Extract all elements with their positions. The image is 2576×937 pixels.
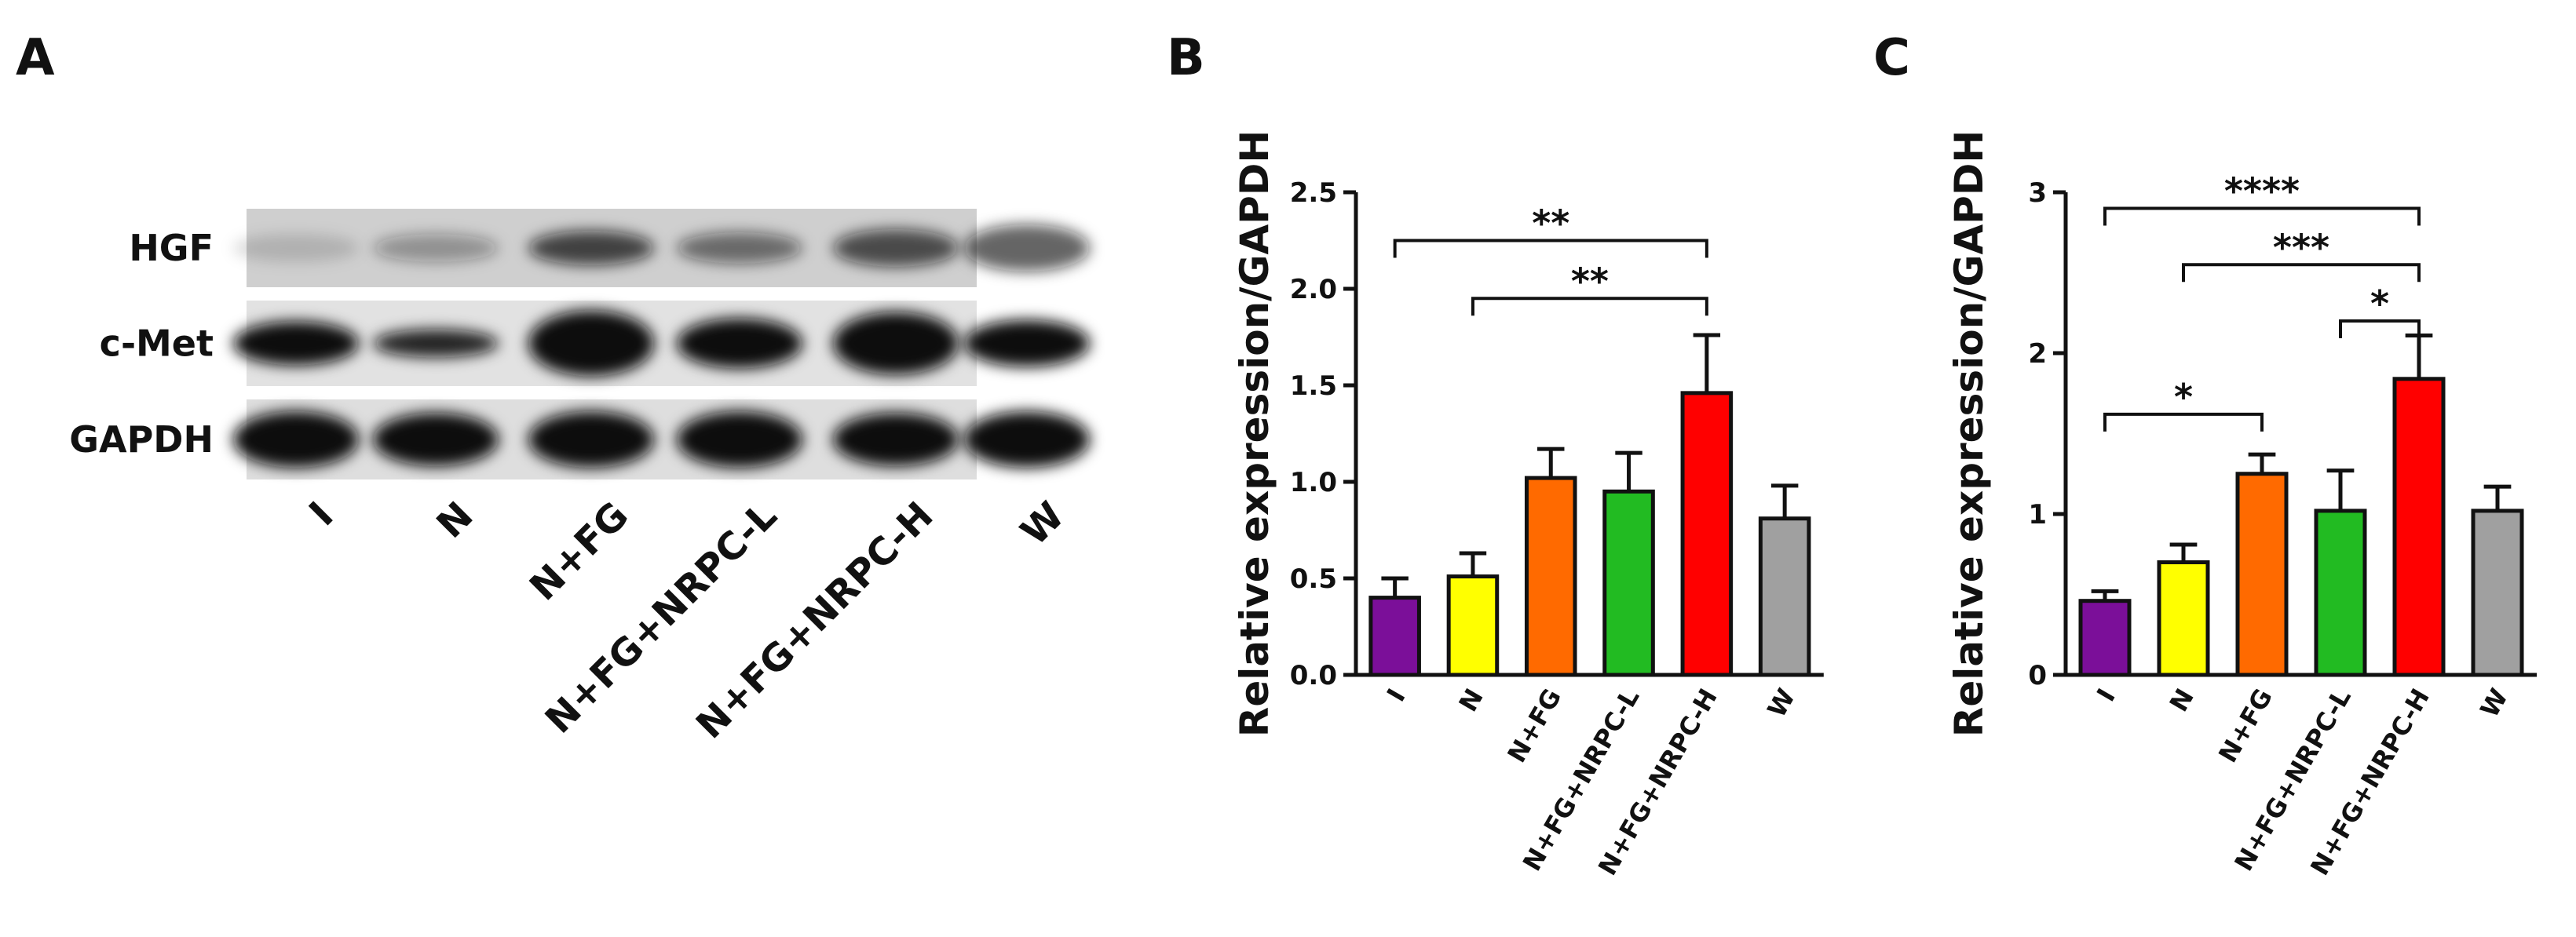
y-tick-label: 2.5 xyxy=(1290,177,1337,209)
panel-label: C xyxy=(1873,29,1910,87)
significance-label: * xyxy=(2370,283,2389,325)
bar xyxy=(1524,476,1577,677)
bar xyxy=(2392,377,2446,677)
bar xyxy=(2078,599,2132,677)
y-tick-label: 0.0 xyxy=(1290,660,1337,691)
y-tick-label: 2.0 xyxy=(1290,274,1337,305)
blot-band xyxy=(677,411,802,468)
blot-band xyxy=(528,231,654,265)
y-tick-label: 0 xyxy=(2028,660,2047,691)
y-tick-label: 2 xyxy=(2028,338,2047,370)
blot-band xyxy=(833,229,959,267)
y-tick-label: 0.5 xyxy=(1290,563,1337,595)
significance-label: **** xyxy=(2224,170,2300,213)
blot-row-label: GAPDH xyxy=(69,418,214,461)
blot-row-label: HGF xyxy=(129,227,214,269)
bar xyxy=(1368,596,1421,677)
blot-band xyxy=(677,232,802,264)
bar xyxy=(1446,574,1500,677)
x-tick-label: N xyxy=(2164,684,2200,716)
y-tick-label: 1.5 xyxy=(1290,370,1337,402)
blot-band xyxy=(233,321,359,366)
blot-lane-label: N xyxy=(428,494,481,547)
blot-band xyxy=(233,411,359,468)
bar xyxy=(1680,391,1734,677)
blot-band xyxy=(233,234,359,262)
y-axis-title: Relative expression/GAPDH xyxy=(1946,130,1992,737)
blot-band xyxy=(964,319,1090,367)
y-tick-label: 1 xyxy=(2028,499,2047,530)
blot-row-label: c-Met xyxy=(100,323,214,365)
blot-band xyxy=(528,310,654,377)
x-tick-label: W xyxy=(2474,684,2514,723)
x-tick-label: I xyxy=(2091,684,2121,706)
panel-label: A xyxy=(16,29,55,87)
blot-lane-label: I xyxy=(301,494,342,534)
y-tick-label: 3 xyxy=(2028,177,2047,209)
bar xyxy=(2235,472,2289,677)
x-tick-label: N xyxy=(1453,684,1489,716)
blot-lane-label: N+FG xyxy=(521,494,637,609)
significance-label: ** xyxy=(1532,202,1569,245)
bar xyxy=(2314,509,2367,677)
blot-lane-label: W xyxy=(1012,494,1072,554)
blot-band xyxy=(833,312,959,375)
bar xyxy=(1602,489,1655,677)
blot-band xyxy=(677,318,802,369)
blot-band xyxy=(964,224,1090,272)
y-tick-label: 1.0 xyxy=(1290,467,1337,498)
x-tick-label: N+FG xyxy=(1501,684,1567,767)
significance-bracket xyxy=(1471,297,1708,316)
y-axis-title: Relative expression/GAPDH xyxy=(1232,130,1277,737)
panel-label: B xyxy=(1167,29,1205,87)
blot-band xyxy=(373,234,499,262)
bar xyxy=(2471,509,2524,677)
bar xyxy=(1758,516,1811,677)
x-tick-label: I xyxy=(1381,684,1412,706)
x-tick-label: N+FG xyxy=(2212,684,2278,767)
blot-band xyxy=(964,411,1090,468)
significance-bracket xyxy=(1393,239,1708,258)
x-tick-label: W xyxy=(1762,684,1802,723)
significance-label: * xyxy=(2174,376,2193,418)
significance-bracket xyxy=(2339,319,2421,338)
blot-band xyxy=(373,329,499,358)
blot-band xyxy=(528,411,654,468)
significance-bracket xyxy=(2182,263,2421,283)
significance-label: *** xyxy=(2273,226,2329,268)
significance-label: ** xyxy=(1571,260,1609,302)
bar xyxy=(2157,560,2210,677)
significance-bracket xyxy=(2103,412,2264,432)
significance-bracket xyxy=(2103,206,2421,226)
blot-band xyxy=(833,413,959,466)
blot-band xyxy=(373,413,499,466)
